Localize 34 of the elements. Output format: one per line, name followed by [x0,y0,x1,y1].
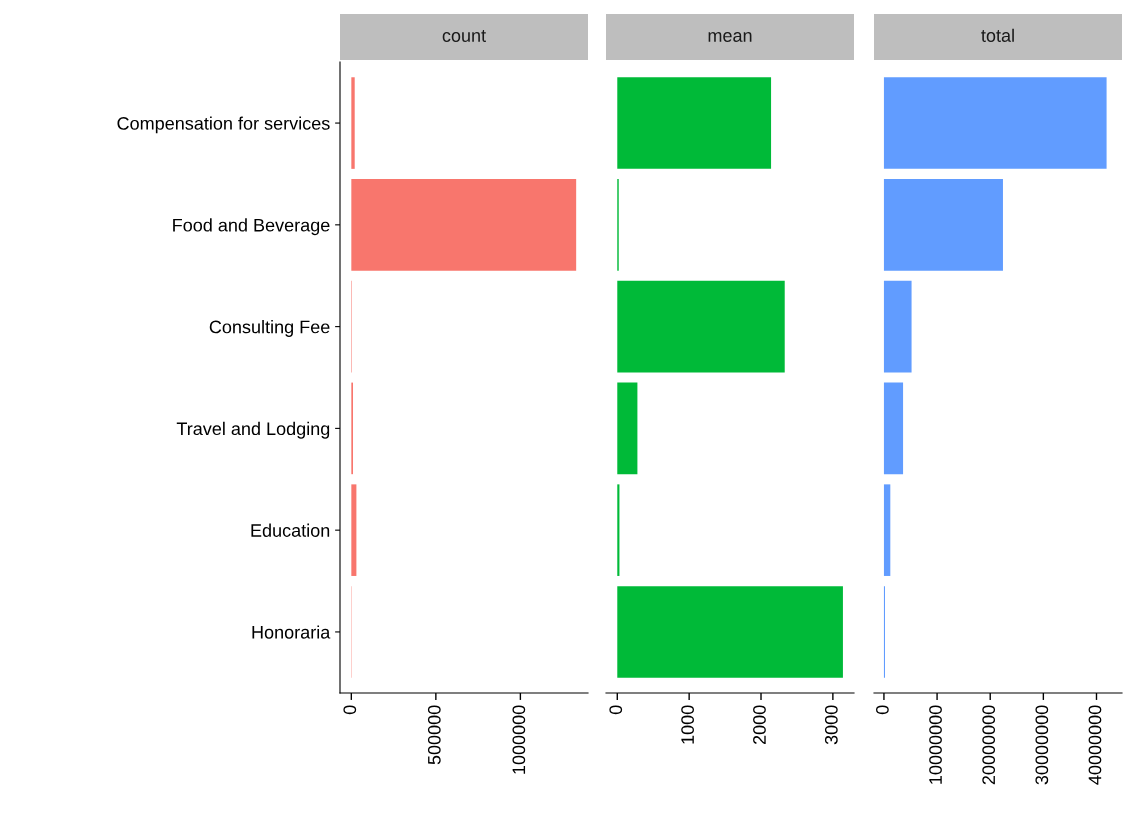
bar [617,382,638,475]
bar [883,280,912,373]
y-tick-label: Food and Beverage [173,218,330,236]
x-tick-label: 1000 [681,705,694,744]
x-tick-label: 1000000 [512,705,526,774]
bar [351,484,357,576]
x-tick-label: 3000 [824,705,838,745]
y-tick-label: Consulting Fee [209,320,330,337]
x-tick-label: 500000 [427,705,441,765]
y-tick-label: Travel and Lodging [176,421,330,439]
x-tick-label: 2000 [753,705,766,745]
y-tick-label: Honoraria [252,625,331,639]
x-tick-label: 0 [609,705,623,715]
bar [617,484,620,576]
bar [617,77,772,169]
x-tick-label: 40000000 [1088,705,1102,785]
chart-title: count [442,30,486,42]
bar [883,484,891,576]
chart-title: total [981,28,1014,42]
x-tick-label: 20000000 [982,705,996,785]
y-tick-label: Compensation for services [117,116,330,134]
bar [351,179,577,271]
bar [883,77,1107,169]
bar [617,280,785,373]
x-tick-label: 10000000 [929,705,942,784]
bar [883,382,904,475]
bar [617,586,843,678]
bar [883,179,1003,271]
x-tick-label: 0 [343,705,357,715]
y-tick-label: Education [251,523,330,537]
chart-title: mean [708,32,752,42]
x-tick-label: 30000000 [1035,705,1049,785]
bar [351,77,355,169]
x-tick-label: 0 [876,705,889,715]
